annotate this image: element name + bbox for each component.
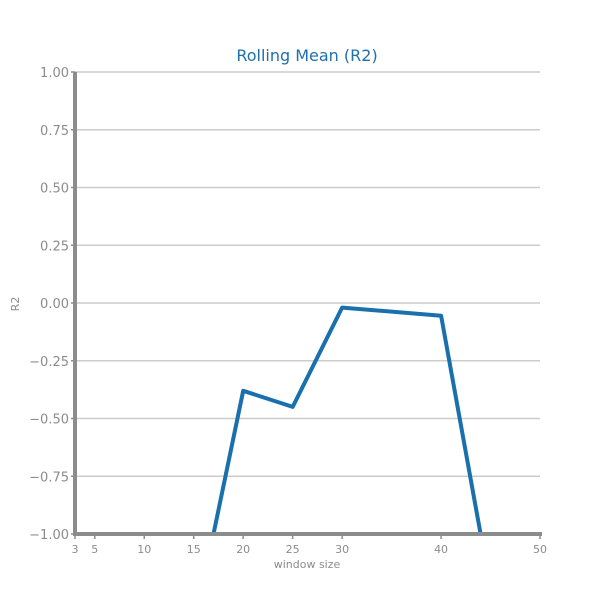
y-tick-label: 0.50 (40, 182, 69, 197)
y-tick-label: −0.50 (29, 413, 69, 428)
x-tick-label: 20 (236, 543, 250, 556)
y-tick-label: 0.75 (40, 124, 69, 139)
y-tick-label: −0.75 (29, 470, 69, 485)
x-tick-label: 5 (91, 543, 98, 556)
axis-layer (71, 71, 542, 539)
x-tick-label: 25 (286, 543, 300, 556)
y-tick-labels: 1.00 0.75 0.50 0.25 0.00 −0.25 −0.50 −0.75 −1.00 (29, 66, 69, 543)
y-axis-label: R2 (9, 297, 22, 312)
x-tick-label: 50 (533, 543, 547, 556)
x-tick-label: 40 (434, 543, 448, 556)
x-tick-labels: 3 5 10 15 20 25 30 40 50 (72, 543, 548, 556)
x-tick-label: 3 (72, 543, 79, 556)
series-line-r2 (75, 305, 540, 536)
grid-layer (75, 71, 540, 477)
x-tick-label: 10 (137, 543, 151, 556)
y-tick-label: 0.25 (40, 239, 69, 254)
y-tick-label: 1.00 (40, 66, 69, 81)
x-axis-label: window size (274, 558, 341, 571)
y-tick-label: −0.25 (29, 355, 69, 370)
y-tick-label: 0.00 (40, 297, 69, 312)
x-tick-label: 15 (187, 543, 201, 556)
chart-title: Rolling Mean (R2) (236, 46, 377, 65)
x-tick-label: 30 (335, 543, 349, 556)
y-tick-label: −1.00 (29, 528, 69, 543)
series-layer (75, 305, 540, 536)
